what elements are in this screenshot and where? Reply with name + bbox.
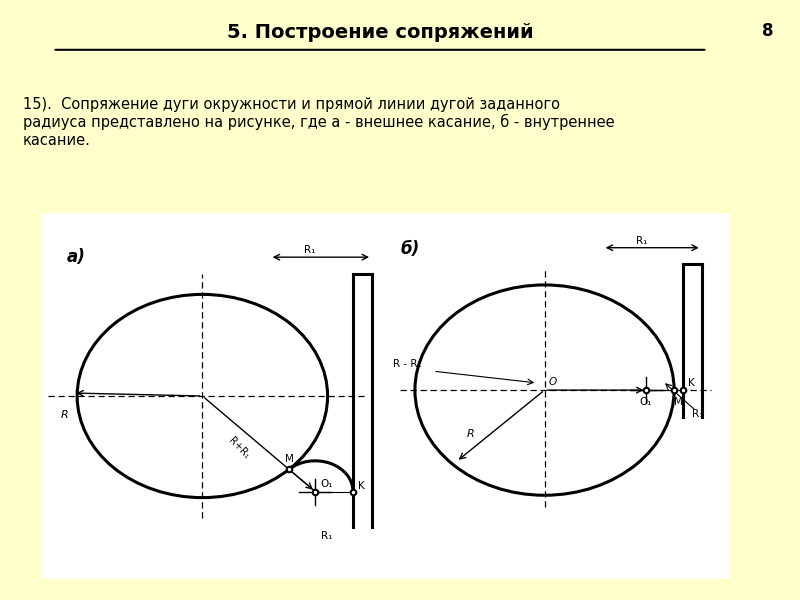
- Text: O: O: [549, 377, 557, 387]
- Text: M: M: [285, 454, 294, 464]
- Text: R₁: R₁: [304, 245, 316, 255]
- Text: M: M: [674, 397, 683, 407]
- Text: R₁: R₁: [636, 236, 647, 245]
- Text: 8: 8: [762, 22, 773, 40]
- Text: K: K: [688, 378, 694, 388]
- Text: R₁: R₁: [321, 531, 332, 541]
- Text: R: R: [466, 430, 474, 439]
- Text: 15).  Сопряжение дуги окружности и прямой линии дугой заданного
радиуса представ: 15). Сопряжение дуги окружности и прямой…: [23, 97, 614, 148]
- Text: R+R₁: R+R₁: [226, 435, 252, 461]
- Text: O₁: O₁: [639, 397, 652, 407]
- Text: O₁: O₁: [320, 479, 333, 490]
- Text: 5. Построение сопряжений: 5. Построение сопряжений: [226, 23, 534, 41]
- Text: K: K: [358, 481, 365, 491]
- Text: R: R: [61, 410, 69, 421]
- Text: R₁: R₁: [691, 409, 703, 419]
- Text: б): б): [400, 240, 420, 258]
- Text: R - R₁: R - R₁: [393, 359, 422, 369]
- Text: а): а): [66, 248, 85, 266]
